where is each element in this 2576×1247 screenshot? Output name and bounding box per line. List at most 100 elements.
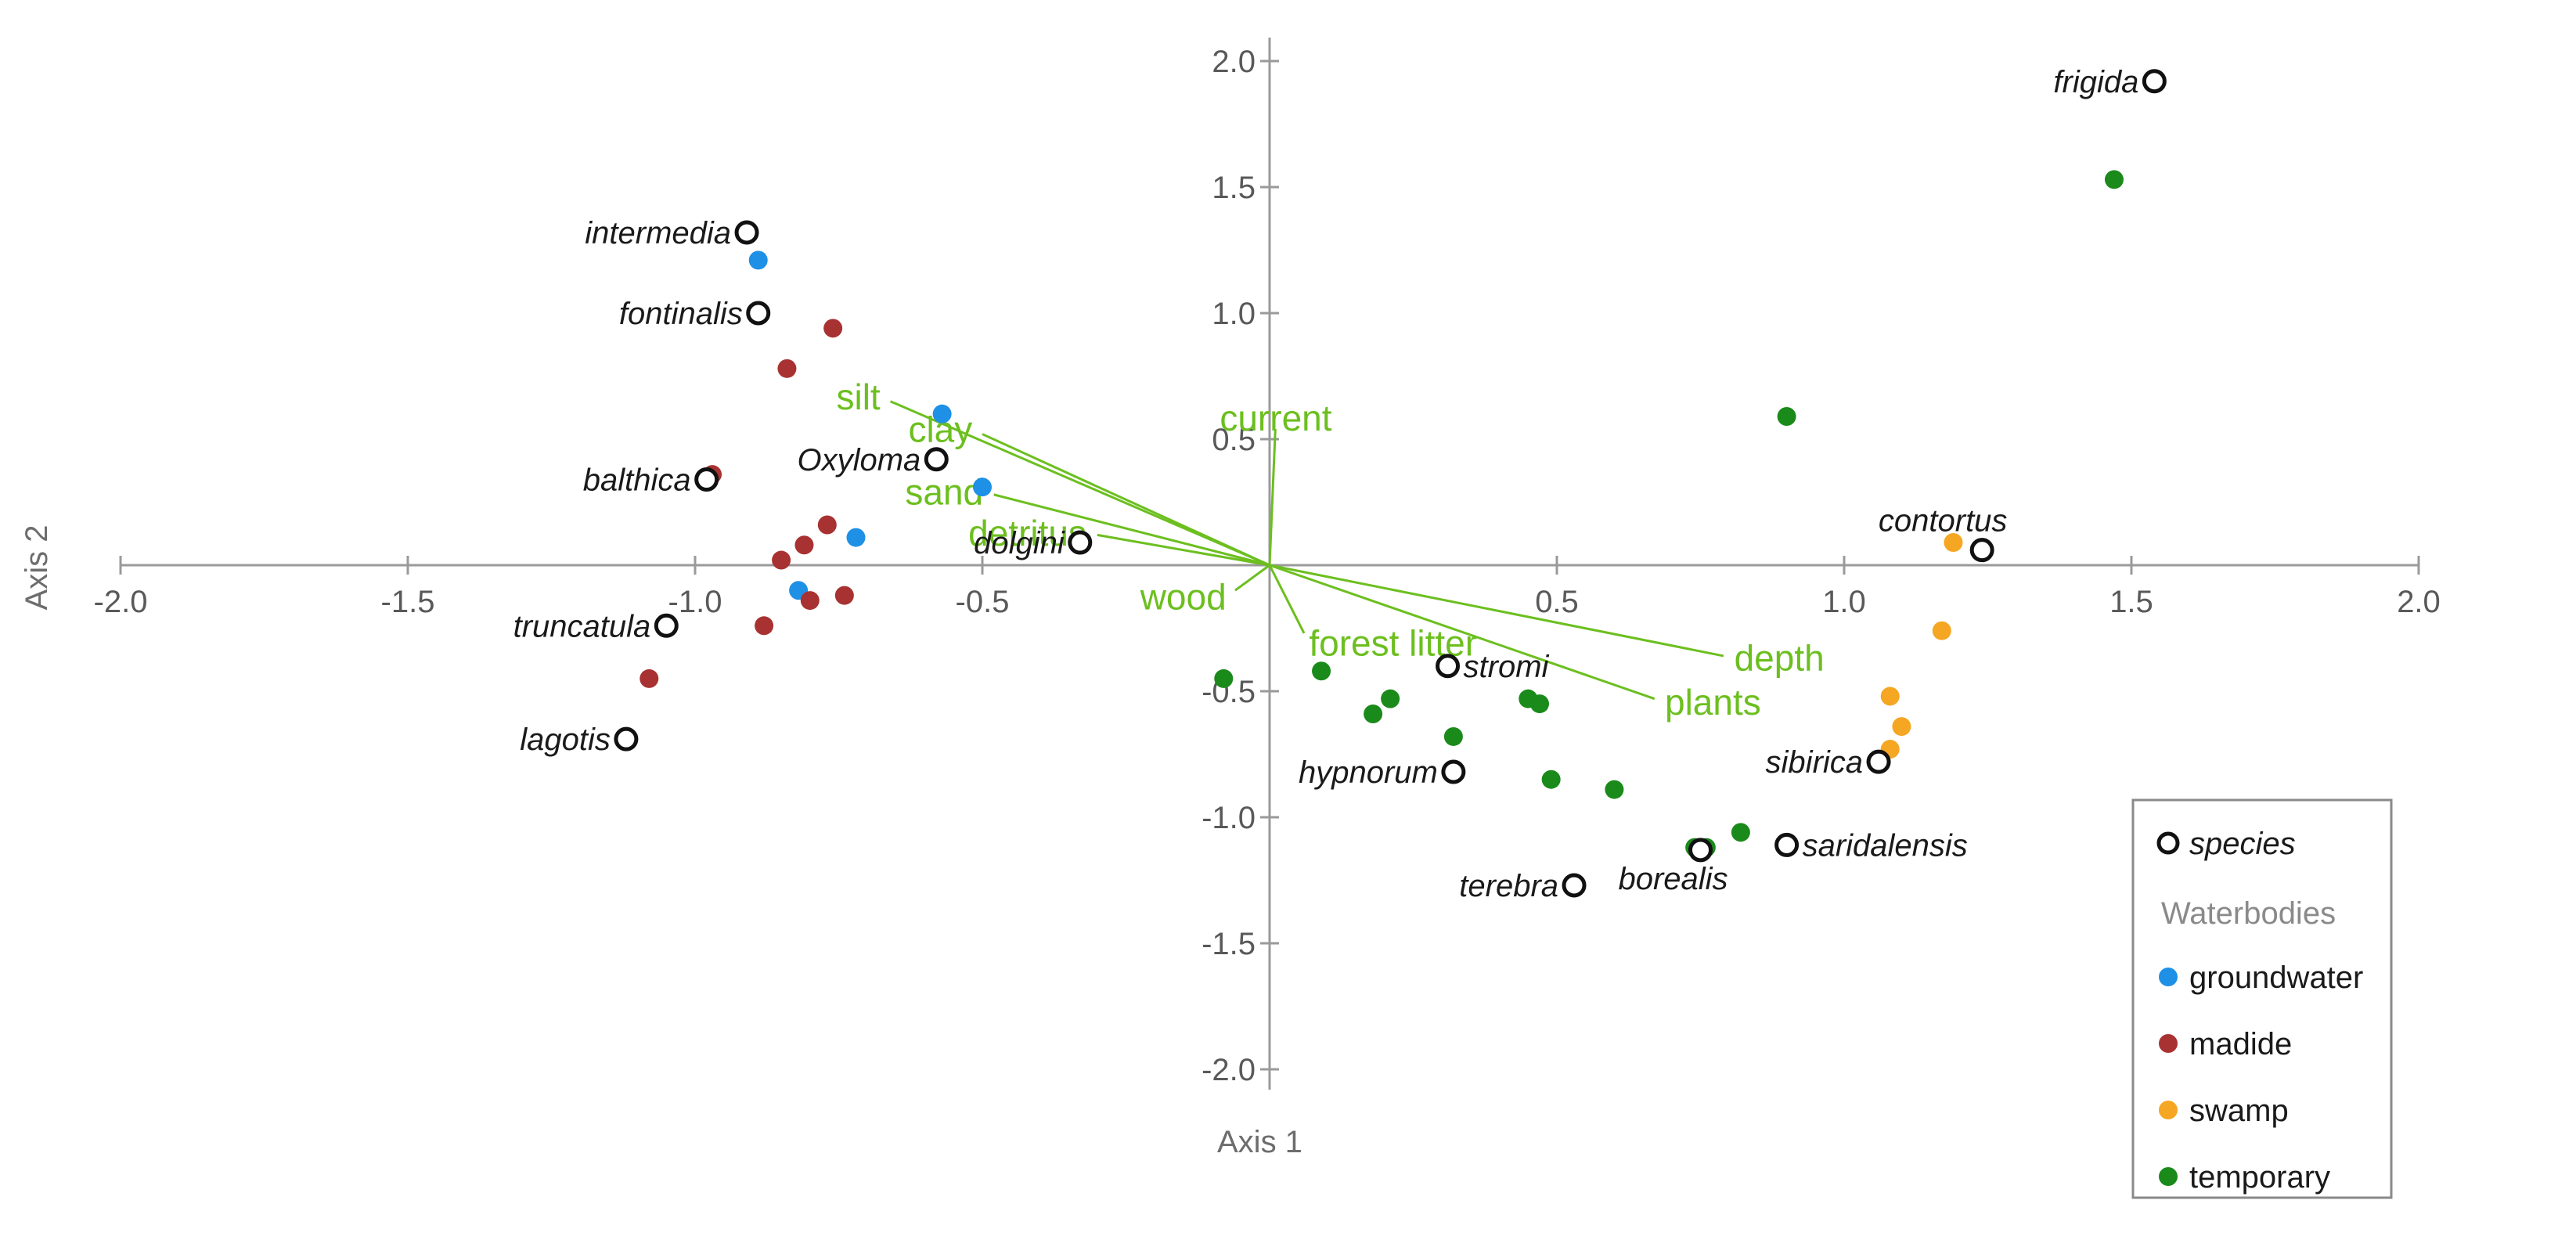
y-tick-label: -1.5	[1202, 927, 1256, 961]
site-point-madide	[772, 550, 791, 570]
legend-marker-groundwater	[2159, 968, 2178, 986]
site-points	[639, 170, 2124, 857]
x-tick-label: 0.5	[1535, 585, 1579, 619]
site-point-temporary	[2104, 170, 2124, 189]
site-point-swamp	[1880, 687, 1900, 706]
site-point-temporary	[1529, 694, 1549, 714]
legend-marker-madide	[2159, 1034, 2178, 1053]
site-point-swamp	[1944, 533, 1963, 553]
x-tick-label: -1.0	[668, 585, 722, 619]
species-label: hypnorum	[1299, 755, 1438, 790]
site-point-madide	[777, 359, 797, 378]
legend-label-swamp: swamp	[2189, 1094, 2289, 1128]
env-vector-detritus	[1097, 533, 1270, 567]
legend-group-title: Waterbodies	[2161, 896, 2336, 931]
species-point	[1969, 538, 1994, 563]
species-point	[1068, 530, 1093, 555]
env-vector-label: plants	[1665, 682, 1761, 723]
site-point-madide	[823, 319, 843, 338]
species-point	[1866, 749, 1891, 774]
site-point-madide	[794, 535, 814, 555]
species-point	[694, 467, 719, 492]
x-tick-label: 1.5	[2109, 585, 2153, 619]
env-vector-depth	[1269, 564, 1724, 658]
site-point-swamp	[1892, 717, 1911, 737]
env-vector-plants	[1269, 564, 1655, 701]
env-vector-label: detritus	[968, 513, 1086, 553]
species-label: lagotis	[520, 723, 611, 757]
x-tick-label: 2.0	[2397, 585, 2441, 619]
x-tick-label: -0.5	[956, 585, 1010, 619]
env-vector-wood	[1234, 564, 1270, 592]
legend: species Waterbodies groundwater madide swa…	[2131, 798, 2393, 1199]
species-point	[746, 301, 771, 326]
site-point-temporary	[1443, 726, 1463, 746]
site-point-temporary	[1541, 769, 1561, 789]
species-label: sibirica	[1766, 745, 1863, 780]
legend-entries: groundwater madide swamp temporary	[2159, 960, 2363, 1195]
y-tick-label: 0.5	[1212, 423, 1256, 457]
species-label: dolgini	[974, 526, 1065, 560]
x-tick-label: 1.0	[1822, 585, 1866, 619]
species-point	[924, 447, 949, 472]
species-label: intermedia	[585, 216, 731, 250]
species-label: fontinalis	[619, 297, 743, 331]
species-point	[1688, 838, 1713, 863]
y-tick-label: -2.0	[1202, 1053, 1256, 1087]
site-point-madide	[755, 616, 774, 636]
species-point	[1436, 654, 1461, 679]
site-point-madide	[834, 586, 854, 605]
env-vector-current	[1268, 429, 1277, 566]
env-vector-clay	[982, 433, 1270, 567]
legend-label-madide: madide	[2189, 1027, 2292, 1061]
y-tick-label: 2.0	[1212, 45, 1256, 79]
env-vector-sand	[993, 493, 1270, 567]
site-point-temporary	[1381, 689, 1400, 708]
species-point	[734, 220, 759, 245]
species-point	[614, 726, 639, 751]
species-point	[2142, 69, 2167, 94]
legend-species-marker	[2156, 831, 2180, 855]
legend-box	[2131, 798, 2393, 1199]
site-point-groundwater	[846, 528, 866, 547]
site-point-groundwater	[748, 250, 768, 270]
species-points: intermedia fontinalis balthica Oxyloma dolgi…	[513, 65, 2167, 903]
env-vector-label: wood	[1140, 576, 1227, 617]
site-point-temporary	[1605, 780, 1624, 799]
env-vector-label: sand	[905, 471, 983, 512]
site-point-temporary	[1731, 823, 1750, 842]
species-label: truncatula	[513, 609, 651, 643]
legend-label-temporary: temporary	[2189, 1160, 2330, 1195]
legend-marker-temporary	[2159, 1167, 2178, 1186]
species-label: terebra	[1459, 869, 1558, 903]
site-point-temporary	[1214, 669, 1234, 688]
site-point-madide	[639, 669, 659, 688]
species-point	[1774, 832, 1800, 857]
site-point-groundwater	[973, 478, 992, 497]
y-tick-label: 1.5	[1212, 171, 1256, 205]
species-point	[1441, 759, 1466, 784]
species-label: balthica	[583, 463, 691, 498]
species-label: saridalensis	[1803, 828, 1968, 863]
site-point-temporary	[1312, 661, 1331, 681]
legend-label-groundwater: groundwater	[2189, 960, 2363, 995]
site-point-swamp	[1932, 621, 1951, 640]
species-label: frigida	[2053, 65, 2138, 99]
env-vector-label: current	[1220, 398, 1331, 438]
legend-marker-swamp	[2159, 1101, 2178, 1119]
site-point-madide	[817, 515, 837, 535]
site-point-madide	[800, 591, 820, 611]
y-axis-title: Axis 2	[20, 525, 54, 611]
species-label: contortus	[1879, 504, 2008, 539]
y-tick-label: -1.0	[1202, 801, 1256, 835]
species-label: stromi	[1464, 650, 1550, 684]
env-vector-forest-litter	[1268, 564, 1306, 634]
site-point-temporary	[1777, 407, 1796, 427]
species-label: Oxyloma	[797, 443, 921, 478]
site-point-groundwater	[932, 404, 952, 423]
site-point-temporary	[1364, 704, 1383, 723]
legend-species-label: species	[2189, 827, 2296, 861]
species-point	[654, 613, 679, 638]
